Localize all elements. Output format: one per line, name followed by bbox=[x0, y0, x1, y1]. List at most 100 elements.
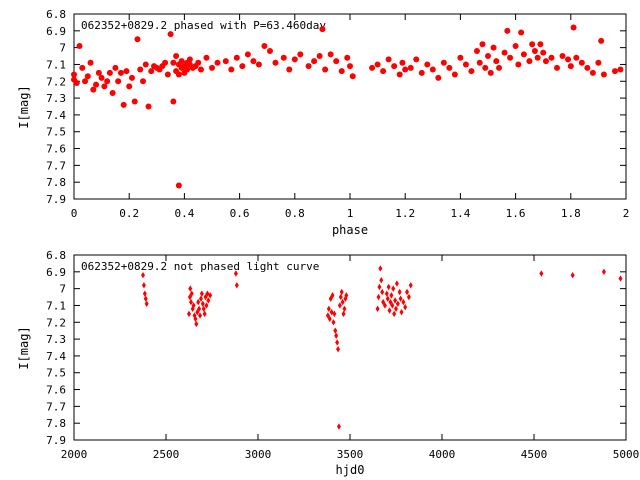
data-point bbox=[272, 59, 279, 66]
data-point bbox=[399, 59, 406, 66]
data-point bbox=[424, 61, 431, 68]
data-point bbox=[457, 54, 464, 61]
y-tick-label: 7.1 bbox=[46, 299, 66, 312]
data-point bbox=[193, 315, 198, 323]
data-point bbox=[101, 83, 108, 90]
data-point bbox=[250, 58, 257, 65]
data-point bbox=[595, 59, 602, 66]
data-point bbox=[435, 74, 442, 81]
y-tick-label: 7.4 bbox=[46, 109, 66, 122]
y-tick-label: 7.1 bbox=[46, 58, 66, 71]
data-point bbox=[184, 66, 191, 73]
data-point bbox=[349, 73, 356, 80]
y-tick-label: 7 bbox=[59, 283, 66, 296]
data-point bbox=[394, 280, 399, 287]
data-point bbox=[178, 58, 185, 65]
data-point bbox=[141, 271, 145, 279]
data-point bbox=[405, 288, 410, 296]
x-tick-label: 1 bbox=[347, 207, 354, 220]
data-point bbox=[389, 292, 394, 299]
data-point bbox=[198, 295, 203, 302]
y-tick-label: 7.2 bbox=[46, 316, 66, 329]
data-point bbox=[531, 48, 538, 54]
data-point bbox=[600, 71, 607, 78]
data-point bbox=[487, 69, 494, 76]
data-point bbox=[446, 64, 453, 71]
unphased-plot-xlabel: hjd0 bbox=[336, 463, 365, 477]
data-point bbox=[228, 66, 235, 73]
data-point bbox=[331, 319, 336, 326]
data-point bbox=[403, 303, 408, 311]
data-point bbox=[201, 305, 206, 313]
data-point bbox=[198, 312, 203, 319]
data-point bbox=[369, 64, 376, 71]
data-point bbox=[618, 275, 623, 282]
data-point bbox=[335, 339, 340, 346]
data-point bbox=[337, 302, 342, 309]
data-point bbox=[578, 59, 585, 66]
data-point bbox=[326, 305, 331, 313]
data-point bbox=[512, 42, 519, 49]
data-point bbox=[380, 288, 385, 296]
data-point bbox=[195, 59, 202, 66]
data-point bbox=[280, 54, 287, 61]
data-point bbox=[120, 101, 127, 108]
data-point bbox=[339, 288, 344, 296]
data-point bbox=[391, 285, 396, 292]
data-point bbox=[197, 66, 204, 73]
data-point bbox=[291, 56, 298, 63]
data-point bbox=[71, 71, 77, 78]
data-point bbox=[570, 24, 577, 31]
data-point bbox=[222, 58, 229, 65]
x-tick-label: 3000 bbox=[245, 448, 272, 461]
data-point bbox=[347, 63, 353, 70]
data-point bbox=[490, 44, 497, 51]
data-point bbox=[123, 68, 130, 75]
x-tick-label: 3500 bbox=[337, 448, 364, 461]
y-tick-label: 6.8 bbox=[46, 8, 66, 21]
data-point bbox=[79, 64, 86, 71]
data-point bbox=[526, 58, 533, 65]
data-point bbox=[493, 58, 500, 65]
data-point bbox=[418, 69, 425, 76]
data-point bbox=[479, 41, 486, 48]
data-point bbox=[377, 283, 382, 291]
phased-plot-frame bbox=[73, 13, 627, 200]
data-point bbox=[397, 288, 402, 296]
data-point bbox=[476, 59, 483, 66]
data-point bbox=[507, 54, 514, 61]
phased-plot-points bbox=[71, 24, 624, 189]
x-tick-label: 0.4 bbox=[174, 207, 194, 220]
data-point bbox=[399, 308, 404, 316]
data-point bbox=[540, 49, 547, 56]
data-point bbox=[142, 61, 149, 68]
data-point bbox=[413, 56, 420, 63]
data-point bbox=[598, 37, 605, 44]
data-point bbox=[126, 83, 133, 90]
data-point bbox=[327, 315, 332, 323]
data-point bbox=[407, 64, 414, 71]
data-point bbox=[140, 78, 146, 85]
data-point bbox=[548, 54, 555, 61]
data-point bbox=[601, 268, 606, 276]
data-point bbox=[589, 69, 596, 76]
data-point bbox=[333, 58, 340, 65]
data-point bbox=[261, 42, 268, 49]
data-point bbox=[200, 300, 205, 307]
unphased-plot-frame bbox=[73, 254, 627, 441]
data-point bbox=[573, 54, 580, 61]
x-tick-label: 2000 bbox=[61, 448, 88, 461]
y-tick-label: 6.9 bbox=[46, 266, 66, 279]
data-point bbox=[401, 298, 406, 306]
data-point bbox=[305, 63, 312, 70]
data-point bbox=[515, 61, 522, 68]
data-point bbox=[485, 53, 491, 60]
data-point bbox=[134, 36, 141, 43]
data-point bbox=[537, 41, 544, 48]
y-tick-label: 7.3 bbox=[46, 92, 66, 105]
data-point bbox=[106, 69, 113, 76]
data-point bbox=[173, 53, 180, 60]
data-point bbox=[115, 78, 122, 85]
phased-plot-axes: 0 0.2 0.4 0.6 0.8 1 1.2 1.4 1.6 1.8 2 6.8 6.9 7 7.1 7.2… bbox=[46, 8, 629, 220]
